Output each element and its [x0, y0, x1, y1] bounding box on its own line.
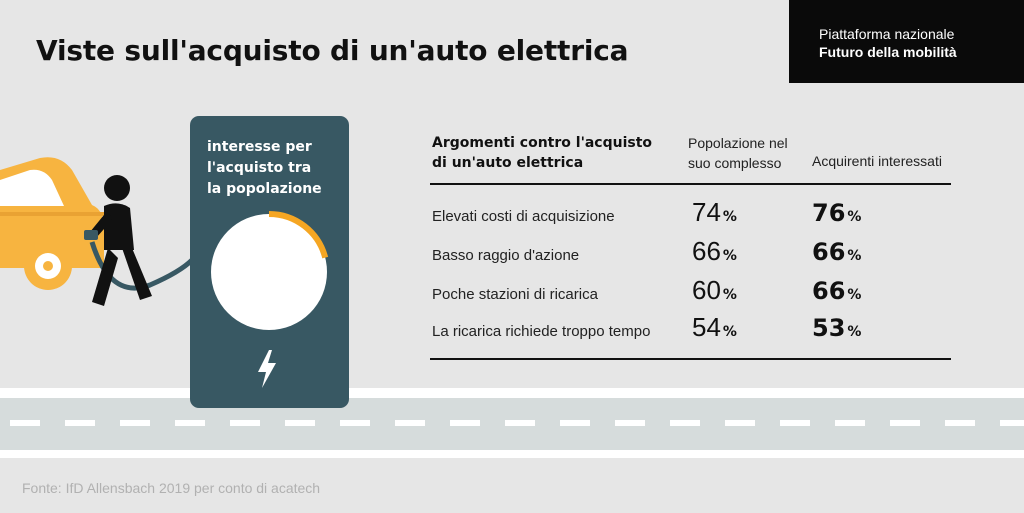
road-dash: [10, 420, 40, 426]
road-dash: [890, 420, 920, 426]
table-row-label: Basso raggio d'azione: [432, 247, 580, 264]
road-dash: [780, 420, 810, 426]
road-dash: [230, 420, 260, 426]
table-row-buyers: 76%: [812, 199, 862, 227]
header-buyers: Acquirenti interessati: [812, 153, 942, 169]
road-dash: [560, 420, 590, 426]
table-row-population: 66%: [692, 236, 737, 266]
table-row-buyers: 53%: [812, 314, 862, 342]
table-row-label: La ricarica richiede troppo tempo: [432, 323, 651, 340]
table-row-buyers: 66%: [812, 277, 862, 305]
interest-ring-arc: [268, 211, 329, 259]
road-dash: [725, 420, 755, 426]
interest-caption: L'acquisto sarebbe possibile: [239, 266, 299, 312]
charging-illustration: [0, 150, 200, 325]
panel-heading: interesse per l'acquisto tra la popolazi…: [207, 137, 322, 200]
source-note: Fonte: IfD Allensbach 2019 per conto di …: [22, 480, 321, 496]
table-row-label: Elevati costi di acquisizione: [432, 208, 615, 225]
road-dash: [615, 420, 645, 426]
table-rule-bottom: [430, 358, 951, 360]
road-dash: [120, 420, 150, 426]
table-row-population: 60%: [692, 275, 737, 305]
table-row-population: 74%: [692, 197, 737, 227]
table-row-population: 54%: [692, 312, 737, 342]
road-edge-top: [0, 388, 1024, 398]
car-icon: [0, 157, 194, 306]
interest-percent: 21%: [238, 228, 300, 263]
road: [0, 398, 1024, 450]
road-dash: [670, 420, 700, 426]
brand-box: Piattaforma nazionale Futuro della mobil…: [789, 0, 1024, 83]
table-rule-top: [430, 183, 951, 185]
panel-heading-line: l'acquisto tra: [207, 160, 312, 176]
page-title: Viste sull'acquisto di un'auto elettrica: [36, 34, 629, 67]
header-population: Popolazione nel suo complesso: [688, 135, 788, 171]
road-dash: [450, 420, 480, 426]
panel-heading-line: la popolazione: [207, 181, 322, 197]
road-dash: [835, 420, 865, 426]
road-dash: [285, 420, 315, 426]
interest-ring: 21% L'acquisto sarebbe possibile: [207, 210, 331, 334]
table-row-label: Poche stazioni di ricarica: [432, 286, 598, 303]
road-dash: [505, 420, 535, 426]
road-dash: [395, 420, 425, 426]
brand-line-2: Futuro della mobilità: [819, 44, 957, 60]
header-arguments: Argomenti contro l'acquisto di un'auto e…: [432, 135, 653, 171]
panel-heading-line: interesse per: [207, 139, 312, 155]
road-dash: [1000, 420, 1024, 426]
interest-panel: interesse per l'acquisto tra la popolazi…: [190, 116, 349, 408]
road-edge-bottom: [0, 450, 1024, 458]
brand-line-1: Piattaforma nazionale: [819, 26, 955, 42]
lightning-bolt-icon: [256, 350, 278, 393]
road-dash: [65, 420, 95, 426]
table-row-buyers: 66%: [812, 238, 862, 266]
road-dash: [340, 420, 370, 426]
road-dash: [945, 420, 975, 426]
road-dash: [175, 420, 205, 426]
